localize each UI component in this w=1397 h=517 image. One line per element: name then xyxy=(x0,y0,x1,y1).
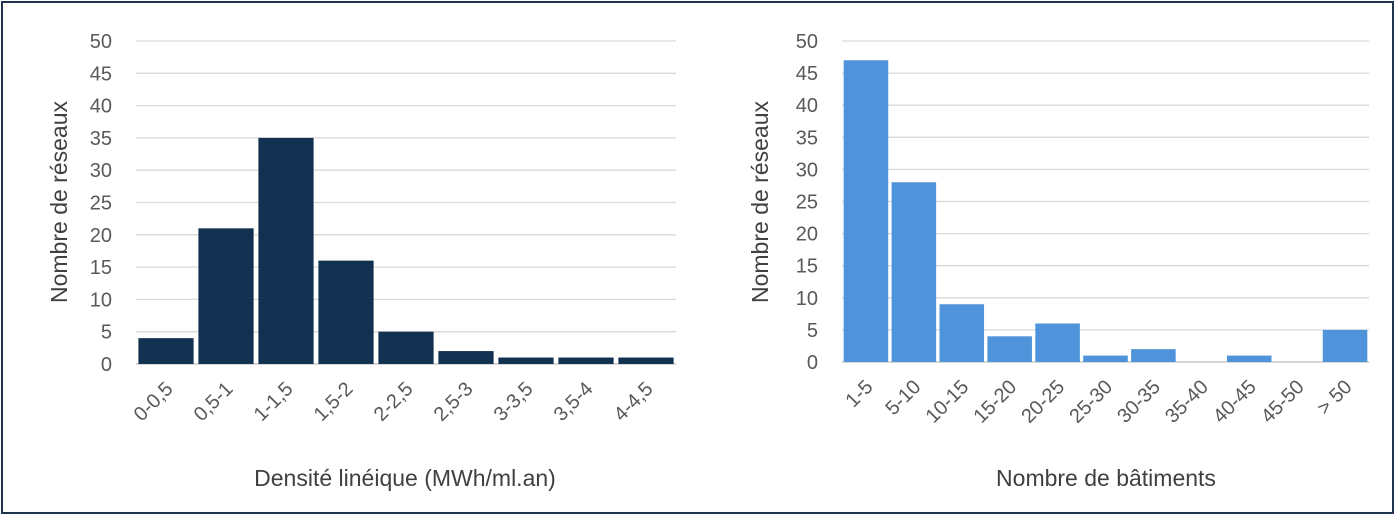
x-tick-label: 2,5-3 xyxy=(430,378,478,426)
y-axis-title: Nombre de réseaux xyxy=(747,101,773,303)
x-tick-label: 4-4,5 xyxy=(610,378,658,426)
x-tick-label: 1,5-2 xyxy=(310,378,358,426)
y-tick-label: 15 xyxy=(90,257,112,279)
y-tick-label: 35 xyxy=(796,127,818,149)
x-tick-label: 40-45 xyxy=(1209,376,1261,428)
y-tick-label: 0 xyxy=(101,354,112,376)
x-tick-label: 30-35 xyxy=(1113,376,1165,428)
y-tick-label: 5 xyxy=(101,322,112,344)
x-tick-label: 35-40 xyxy=(1161,376,1213,428)
y-tick-label: 45 xyxy=(90,63,112,85)
x-tick-label: 25-30 xyxy=(1065,376,1117,428)
bar-1-1,5 xyxy=(258,137,314,364)
y-tick-label: 45 xyxy=(796,63,818,85)
bar-20-25 xyxy=(1035,323,1080,362)
bar-1,5-2 xyxy=(318,260,374,364)
chart-nombre-batiments: Nombre de bâtiments Nombre de réseaux 0 5… xyxy=(747,31,1369,491)
bar-10-15 xyxy=(939,304,985,362)
y-tick-label: 0 xyxy=(807,352,818,374)
x-tick-label: 2-2,5 xyxy=(370,378,418,426)
bar-0-0,5 xyxy=(138,338,194,364)
x-tick-label: 15-20 xyxy=(969,376,1021,428)
bar-3-3,5 xyxy=(498,357,554,364)
bar-25-30 xyxy=(1083,355,1128,362)
bar-2-2,5 xyxy=(378,331,434,364)
y-tick-label: 25 xyxy=(796,192,818,214)
y-tick-label: 50 xyxy=(796,31,818,53)
y-tick-label: 10 xyxy=(796,288,818,310)
x-axis-title: Nombre de bâtiments xyxy=(996,465,1216,491)
bar-5-10 xyxy=(891,182,937,362)
bar-3,5-4 xyxy=(558,357,614,364)
y-tick-label: 20 xyxy=(90,225,112,247)
bar-1-5 xyxy=(843,60,889,362)
x-tick-label: 3-3,5 xyxy=(490,378,538,426)
y-tick-label: 40 xyxy=(90,96,112,118)
bar-30-35 xyxy=(1131,349,1176,362)
x-tick-label: 1-5 xyxy=(841,376,877,412)
chart-densite-lineique: Densité linéique (MWh/ml.an) Nombre de r… xyxy=(46,31,676,491)
bar-40-45 xyxy=(1226,355,1272,362)
bar-> 50 xyxy=(1322,329,1368,362)
x-tick-label: 45-50 xyxy=(1257,376,1309,428)
bar-2,5-3 xyxy=(438,351,494,364)
y-tick-label: 25 xyxy=(90,193,112,215)
x-tick-label: 0,5-1 xyxy=(190,378,238,426)
x-tick-label: 0-0,5 xyxy=(130,378,178,426)
y-tick-label: 30 xyxy=(796,159,818,181)
x-tick-label: 10-15 xyxy=(922,376,974,428)
y-tick-label: 35 xyxy=(90,128,112,150)
y-tick-label: 40 xyxy=(796,95,818,117)
bar-15-20 xyxy=(987,336,1032,362)
x-tick-label: 5-10 xyxy=(882,376,926,420)
x-tick-label: 3,5-4 xyxy=(550,378,598,426)
y-tick-label: 15 xyxy=(796,256,818,278)
x-tick-label: 20-25 xyxy=(1017,376,1069,428)
y-tick-label: 30 xyxy=(90,160,112,182)
bar-0,5-1 xyxy=(198,228,254,364)
x-tick-label: > 50 xyxy=(1313,376,1356,419)
y-tick-label: 50 xyxy=(90,31,112,53)
y-tick-label: 10 xyxy=(90,289,112,311)
x-axis-title: Densité linéique (MWh/ml.an) xyxy=(254,465,556,491)
x-tick-label: 1-1,5 xyxy=(250,378,298,426)
y-tick-label: 5 xyxy=(807,320,818,342)
y-axis-title: Nombre de réseaux xyxy=(46,101,72,303)
bar-4-4,5 xyxy=(618,357,674,364)
y-tick-label: 20 xyxy=(796,224,818,246)
